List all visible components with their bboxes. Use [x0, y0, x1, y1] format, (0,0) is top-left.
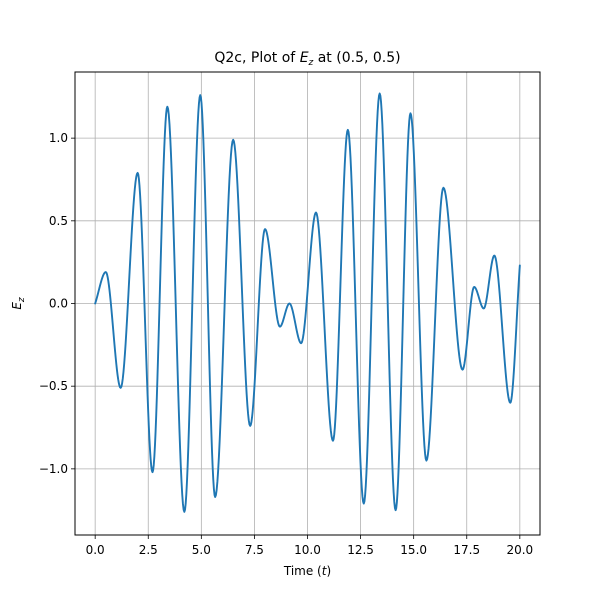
y-axis-ticks: −1.0 −0.5 0.0 0.5 1.0: [39, 131, 75, 476]
x-tick-label: 2.5: [139, 543, 158, 557]
y-tick-label: 0.0: [49, 297, 68, 311]
x-tick-label: 0.0: [86, 543, 105, 557]
x-tick-label: 5.0: [192, 543, 211, 557]
series-line: [94, 92, 521, 513]
y-axis-label: Ez: [10, 297, 27, 310]
chart-title: Q2c, Plot of Ez at (0.5, 0.5): [214, 50, 400, 68]
x-tick-label: 10.0: [294, 543, 321, 557]
y-tick-label: 0.5: [49, 214, 68, 228]
y-tick-label: −1.0: [39, 462, 68, 476]
x-tick-label: 17.5: [453, 543, 480, 557]
y-tick-label: −0.5: [39, 379, 68, 393]
x-tick-label: 12.5: [347, 543, 374, 557]
x-tick-label: 15.0: [400, 543, 427, 557]
x-tick-label: 20.0: [506, 543, 533, 557]
y-tick-label: 1.0: [49, 131, 68, 145]
x-axis-ticks: 0.0 2.5 5.0 7.5 10.0 12.5 15.0 17.5 20.0: [86, 535, 533, 557]
x-axis-label: Time (t): [283, 564, 331, 578]
plot-area: [94, 92, 521, 513]
x-tick-label: 7.5: [245, 543, 264, 557]
